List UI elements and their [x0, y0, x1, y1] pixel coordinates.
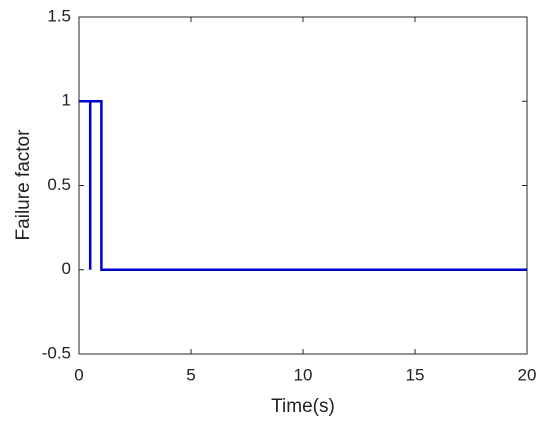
y-tick-label: 1.5 [47, 6, 71, 25]
y-tick-label: -0.5 [42, 343, 71, 362]
y-tick-label: 0.5 [47, 175, 71, 194]
y-tick-label: 0 [62, 259, 71, 278]
x-tick-label: 0 [74, 365, 83, 384]
y-tick-label: 1 [62, 91, 71, 110]
x-tick-label: 15 [406, 365, 425, 384]
data-line [79, 100, 527, 271]
y-axis-label: Failure factor [13, 129, 34, 241]
plot-frame [78, 16, 528, 355]
x-tick-label: 10 [294, 365, 313, 384]
x-axis-label: Time(s) [271, 396, 335, 417]
x-tick-label: 5 [186, 365, 195, 384]
x-tick-label: 20 [518, 365, 537, 384]
